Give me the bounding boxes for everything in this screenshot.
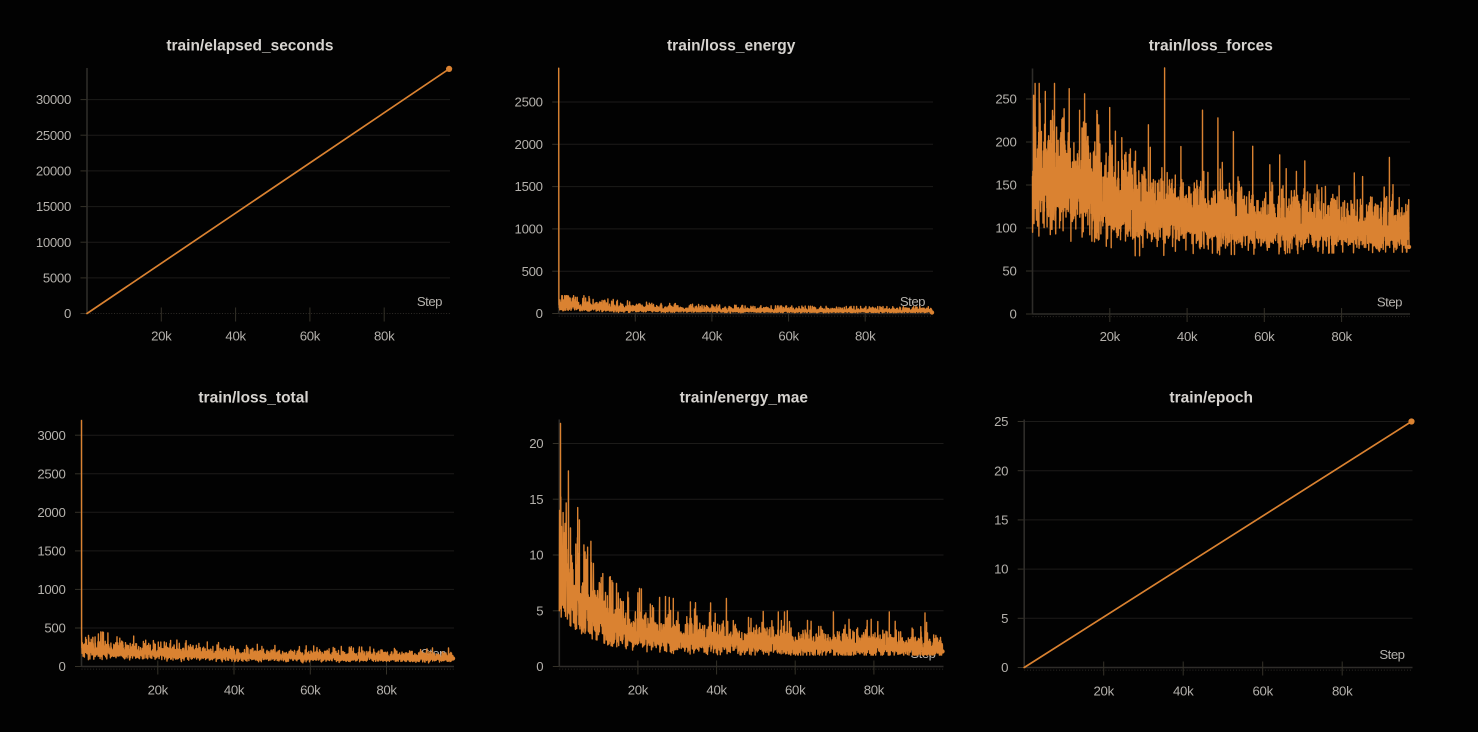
svg-text:20k: 20k: [625, 329, 646, 344]
svg-text:20: 20: [994, 463, 1008, 478]
svg-text:40k: 40k: [702, 329, 723, 344]
svg-text:20k: 20k: [148, 683, 169, 698]
svg-text:20000: 20000: [36, 164, 71, 179]
svg-text:40k: 40k: [1173, 684, 1194, 699]
svg-text:40k: 40k: [1177, 329, 1198, 344]
svg-text:60k: 60k: [1254, 329, 1275, 344]
svg-text:500: 500: [522, 264, 543, 279]
svg-text:Step: Step: [900, 294, 925, 309]
svg-text:1500: 1500: [37, 544, 65, 559]
svg-text:100: 100: [995, 221, 1016, 236]
svg-text:2000: 2000: [515, 137, 543, 152]
svg-text:20: 20: [529, 436, 543, 451]
svg-text:20k: 20k: [1100, 329, 1121, 344]
svg-text:0: 0: [64, 306, 71, 321]
svg-text:5000: 5000: [43, 271, 71, 286]
svg-text:40k: 40k: [225, 329, 246, 344]
svg-text:150: 150: [995, 178, 1016, 193]
svg-text:0: 0: [536, 659, 543, 674]
svg-text:80k: 80k: [1331, 329, 1352, 344]
svg-text:0: 0: [536, 306, 543, 321]
svg-text:200: 200: [995, 135, 1016, 150]
svg-text:25: 25: [994, 414, 1008, 429]
svg-text:20k: 20k: [1094, 684, 1115, 699]
svg-text:train/epoch: train/epoch: [1169, 389, 1253, 406]
svg-text:40k: 40k: [706, 683, 727, 698]
svg-text:80k: 80k: [1332, 684, 1353, 699]
svg-text:60k: 60k: [785, 683, 806, 698]
svg-text:25000: 25000: [36, 128, 71, 143]
svg-text:60k: 60k: [1253, 684, 1274, 699]
svg-text:20k: 20k: [151, 329, 172, 344]
svg-text:15000: 15000: [36, 199, 71, 214]
svg-text:15: 15: [994, 513, 1008, 528]
svg-text:Step: Step: [417, 294, 442, 309]
svg-text:5: 5: [1001, 611, 1008, 626]
svg-text:500: 500: [44, 621, 65, 636]
svg-text:60k: 60k: [778, 329, 799, 344]
svg-text:1000: 1000: [37, 582, 65, 597]
svg-text:1000: 1000: [515, 222, 543, 237]
svg-text:Step: Step: [1377, 295, 1402, 310]
svg-text:2500: 2500: [37, 466, 65, 481]
svg-text:80k: 80k: [374, 329, 395, 344]
svg-text:train/elapsed_seconds: train/elapsed_seconds: [166, 37, 333, 54]
svg-text:train/energy_mae: train/energy_mae: [680, 389, 809, 406]
svg-text:1500: 1500: [515, 179, 543, 194]
svg-text:40k: 40k: [224, 683, 245, 698]
svg-text:80k: 80k: [855, 329, 876, 344]
svg-text:3000: 3000: [37, 428, 65, 443]
svg-text:0: 0: [1009, 307, 1016, 322]
svg-text:20k: 20k: [628, 683, 649, 698]
svg-text:60k: 60k: [300, 683, 321, 698]
svg-text:train/loss_total: train/loss_total: [198, 389, 308, 406]
svg-text:10: 10: [529, 548, 543, 563]
svg-text:10: 10: [994, 562, 1008, 577]
svg-text:50: 50: [1002, 264, 1016, 279]
svg-text:15: 15: [529, 492, 543, 507]
svg-text:5: 5: [536, 603, 543, 618]
svg-text:train/loss_energy: train/loss_energy: [667, 37, 796, 54]
svg-text:2500: 2500: [515, 95, 543, 110]
svg-text:0: 0: [58, 659, 65, 674]
svg-text:80k: 80k: [376, 683, 397, 698]
svg-text:30000: 30000: [36, 92, 71, 107]
svg-text:80k: 80k: [864, 683, 885, 698]
svg-text:10000: 10000: [36, 235, 71, 250]
svg-text:60k: 60k: [300, 329, 321, 344]
svg-text:Step: Step: [1379, 647, 1404, 662]
svg-text:train/loss_forces: train/loss_forces: [1149, 37, 1273, 54]
svg-text:0: 0: [1001, 660, 1008, 675]
svg-text:2000: 2000: [37, 505, 65, 520]
svg-text:250: 250: [995, 92, 1016, 107]
